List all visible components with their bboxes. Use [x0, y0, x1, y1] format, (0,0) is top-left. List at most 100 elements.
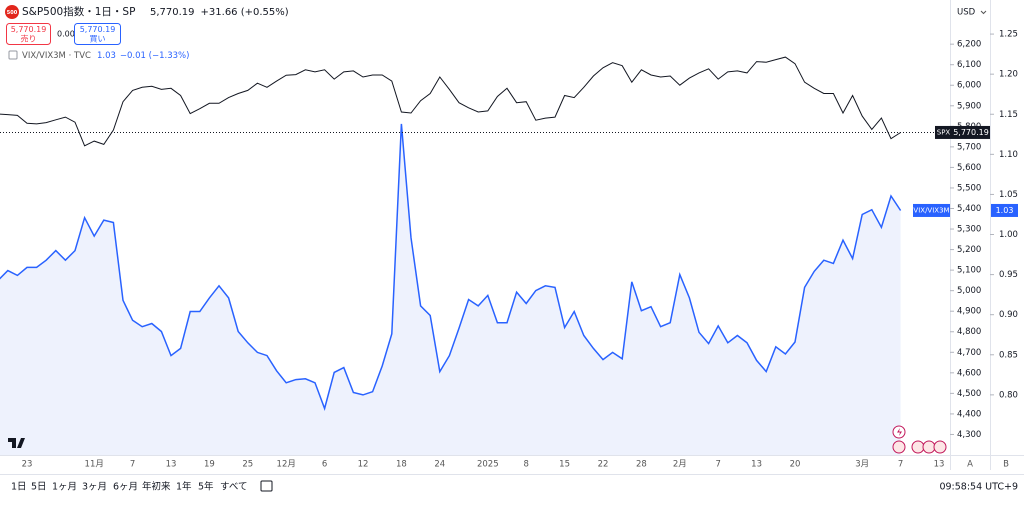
legend-icon: [8, 50, 18, 60]
y2-tick-label: 1.05: [999, 190, 1018, 200]
x-tick-label: 8: [523, 460, 528, 470]
range-button[interactable]: すべて: [220, 482, 247, 493]
y2-tick-label: 0.95: [999, 270, 1018, 280]
x-tick-label: 7: [715, 460, 720, 470]
event-icon[interactable]: [922, 440, 936, 454]
legend-label: VIX/VIX3M · TVC: [22, 51, 91, 61]
buy-price: 5,770.19: [80, 25, 116, 34]
y-tick-label: 6,100: [957, 60, 981, 70]
legend-value: 1.03: [97, 51, 116, 61]
range-button[interactable]: 3ヶ月: [82, 482, 107, 493]
price: 5,770.19: [150, 7, 195, 18]
sell-price: 5,770.19: [11, 25, 47, 34]
buy-button[interactable]: [74, 23, 121, 45]
x-tick-label: 15: [559, 460, 570, 470]
range-button[interactable]: 1日: [11, 482, 27, 493]
value-tag-label: 1.03: [996, 206, 1014, 215]
series-area: [0, 123, 901, 455]
clock: 09:58:54 UTC+9: [939, 482, 1018, 493]
y2-tick-label: 0.85: [999, 350, 1018, 360]
y-tick-label: 5,900: [957, 101, 981, 111]
sell-label: 売り: [21, 34, 37, 44]
x-tick-label: 22: [598, 460, 609, 470]
x-tick-label: 3月: [855, 460, 869, 470]
x-tick-label: 18: [396, 460, 407, 470]
value-tag-label: 5,770.19: [953, 128, 989, 137]
y-tick-label: 6,000: [957, 81, 981, 91]
y2-tick-label: 0.90: [999, 310, 1018, 320]
y-tick-label: 4,500: [957, 389, 981, 399]
x-tick-label: 13: [934, 460, 945, 470]
event-icon[interactable]: [892, 440, 906, 454]
plot: [0, 56, 950, 455]
x-tick-label: 6: [322, 460, 327, 470]
x-tick-label: 12月: [277, 460, 296, 470]
y-tick-label: 5,100: [957, 266, 981, 276]
y-tick-label: 5,700: [957, 142, 981, 152]
value-tag: [991, 203, 1018, 217]
y-tick-label: 5,500: [957, 183, 981, 193]
tv-logo: [8, 438, 25, 448]
series-line: [0, 123, 902, 411]
y2-tick-label: 1.20: [999, 70, 1018, 80]
y-tick-label: 5,200: [957, 245, 981, 255]
x-tick-label: 2月: [673, 460, 687, 470]
event-icon[interactable]: [933, 440, 947, 454]
event-icon[interactable]: [911, 440, 925, 454]
y-tick-label: 5,600: [957, 163, 981, 173]
y-tick-label: 6,200: [957, 40, 981, 50]
y-tick-label: 4,800: [957, 327, 981, 337]
y2-tick-label: 1.10: [999, 150, 1018, 160]
y-tick-label: 4,600: [957, 368, 981, 378]
logo-text: 500: [7, 10, 18, 16]
y-tick-label: 4,400: [957, 409, 981, 419]
spread: 0.00: [57, 30, 75, 39]
range-button[interactable]: 6ヶ月: [113, 482, 138, 493]
y-tick-label: 5,400: [957, 204, 981, 214]
x-tick-label: 24: [434, 460, 445, 470]
y-tick-label: 4,700: [957, 348, 981, 358]
y2-tick-label: 1.00: [999, 230, 1018, 240]
series-tag: [913, 203, 950, 217]
y-tick-label: 4,900: [957, 307, 981, 317]
y2-tick-label: 0.80: [999, 390, 1018, 400]
y2-tick-label: 1.15: [999, 110, 1018, 120]
x-tick-label: 11月: [85, 460, 104, 470]
range-button[interactable]: 5年: [198, 481, 214, 493]
currency-chevron: [980, 10, 987, 15]
x-tick-label: 12: [358, 460, 369, 470]
y-tick-label: 4,300: [957, 430, 981, 440]
currency[interactable]: USD: [957, 8, 976, 18]
x-tick-label: 28: [636, 460, 647, 470]
x-tick-label: 19: [204, 460, 215, 470]
x-tick-label: 20: [790, 460, 801, 470]
legend-change: −0.01 (−1.33%): [120, 51, 190, 61]
x-tick-label: 25: [242, 460, 253, 470]
calendar-icon[interactable]: [260, 480, 273, 492]
series-tag: [935, 125, 952, 139]
buy-label: 買い: [90, 35, 106, 44]
y2-tick-label: 1.25: [999, 30, 1018, 40]
value-tag: [952, 125, 990, 139]
x-tick-label: 7: [130, 460, 135, 470]
series-line: [0, 56, 901, 147]
x-tick-label: 13: [166, 460, 177, 470]
range-button[interactable]: 1年: [176, 481, 192, 493]
range-button[interactable]: 1ヶ月: [52, 482, 77, 493]
axis-button[interactable]: B: [1003, 460, 1009, 470]
x-tick-label: 7: [898, 460, 903, 470]
x-tick-label: 13: [751, 460, 762, 470]
x-tick-label: 2025: [477, 460, 499, 470]
event-glyph: [897, 428, 902, 436]
axis-button[interactable]: A: [967, 460, 973, 470]
price-change: +31.66 (+0.55%): [201, 7, 289, 18]
legend: VIX/VIX3M · TVC 1.03 −0.01 (−1.33%): [22, 51, 189, 61]
range-button[interactable]: 5日: [31, 482, 47, 493]
symbol-logo: [5, 5, 19, 19]
range-button[interactable]: 年初来: [142, 481, 171, 493]
series-tag-name: VIX/VIX3M: [913, 206, 949, 214]
sell-button[interactable]: [6, 23, 51, 45]
y-tick-label: 5,300: [957, 225, 981, 235]
price-line: 5,770.19 +31.66 (+0.55%): [150, 7, 289, 18]
